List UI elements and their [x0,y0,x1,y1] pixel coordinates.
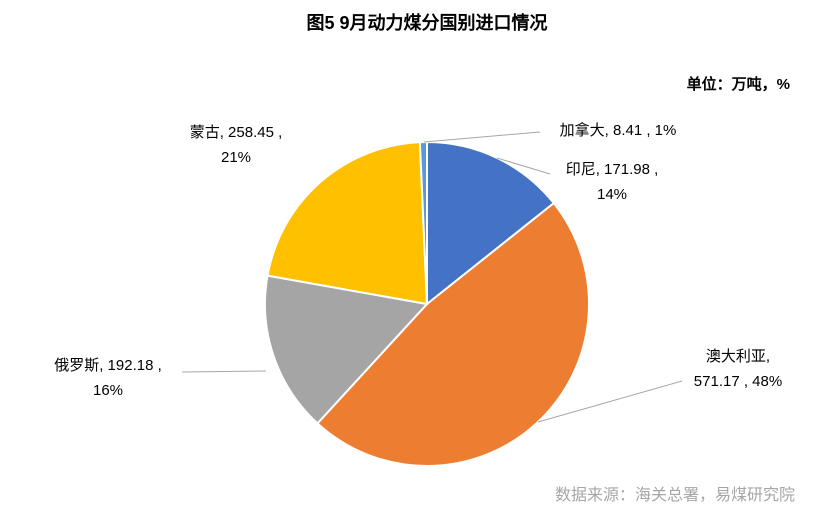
source-note: 数据来源：海关总署，易煤研究院 [555,486,795,504]
data-label: 澳大利亚, [706,348,770,365]
data-label: 印尼, 171.98 , [566,161,659,178]
data-label: 16% [93,382,123,399]
pie-slice [316,201,590,467]
data-label: 俄罗斯, 192.18 , [54,357,162,374]
pie-slice [266,141,429,306]
leader-line [423,131,541,143]
data-label: 蒙古, 258.45 , [190,124,283,141]
leader-line [496,157,551,175]
leader-line [181,370,267,373]
data-label: 21% [221,149,251,166]
chart-title: 图5 9月动力煤分国别进口情况 [306,12,547,33]
data-label: 571.17 , 48% [694,373,782,390]
leader-line [537,380,683,423]
data-label: 加拿大, 8.41 , 1% [560,121,677,139]
data-label: 14% [597,186,627,203]
pie-slice [264,274,429,425]
unit-note: 单位：万吨，% [687,75,790,93]
